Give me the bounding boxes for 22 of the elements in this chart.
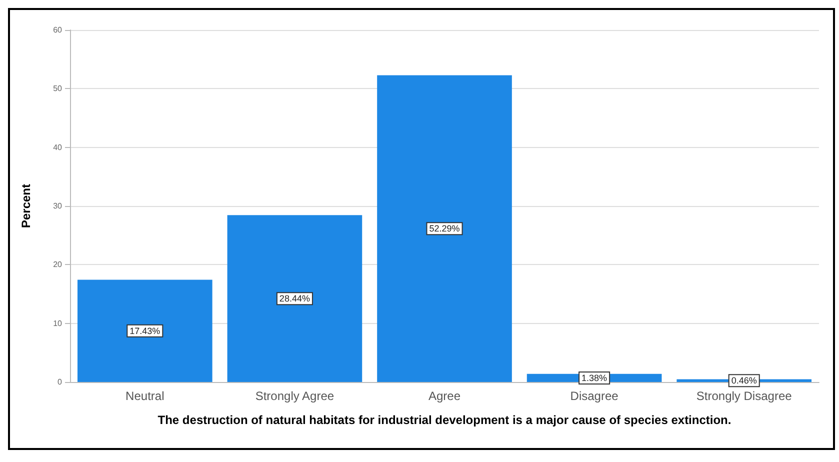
x-tick-label: Neutral xyxy=(126,389,164,403)
data-label: 17.43% xyxy=(130,326,160,336)
y-tick-label: 10 xyxy=(53,318,63,328)
y-tick-label: 30 xyxy=(53,202,63,210)
bar xyxy=(227,215,362,382)
y-tick-label: 0 xyxy=(58,378,63,386)
bar xyxy=(377,75,512,382)
y-tick-label: 20 xyxy=(53,260,63,270)
data-label: 0.46% xyxy=(731,376,757,386)
bar xyxy=(77,280,212,382)
x-tick-label: Strongly Agree xyxy=(255,389,334,403)
x-axis-title: The destruction of natural habitats for industrial development is a major cause of species extinction. xyxy=(158,413,732,427)
y-tick-label: 50 xyxy=(53,84,63,94)
x-tick-label: Disagree xyxy=(570,389,619,403)
x-tick-label: Strongly Disagree xyxy=(696,389,792,403)
data-label: 1.38% xyxy=(582,372,608,383)
y-tick-label: 40 xyxy=(53,142,63,152)
y-axis-title: Percent xyxy=(19,184,33,228)
data-label: 52.29% xyxy=(429,224,460,234)
x-tick-label: Agree xyxy=(428,389,461,403)
data-label: 28.44% xyxy=(279,294,310,304)
y-tick-label: 60 xyxy=(53,26,63,34)
